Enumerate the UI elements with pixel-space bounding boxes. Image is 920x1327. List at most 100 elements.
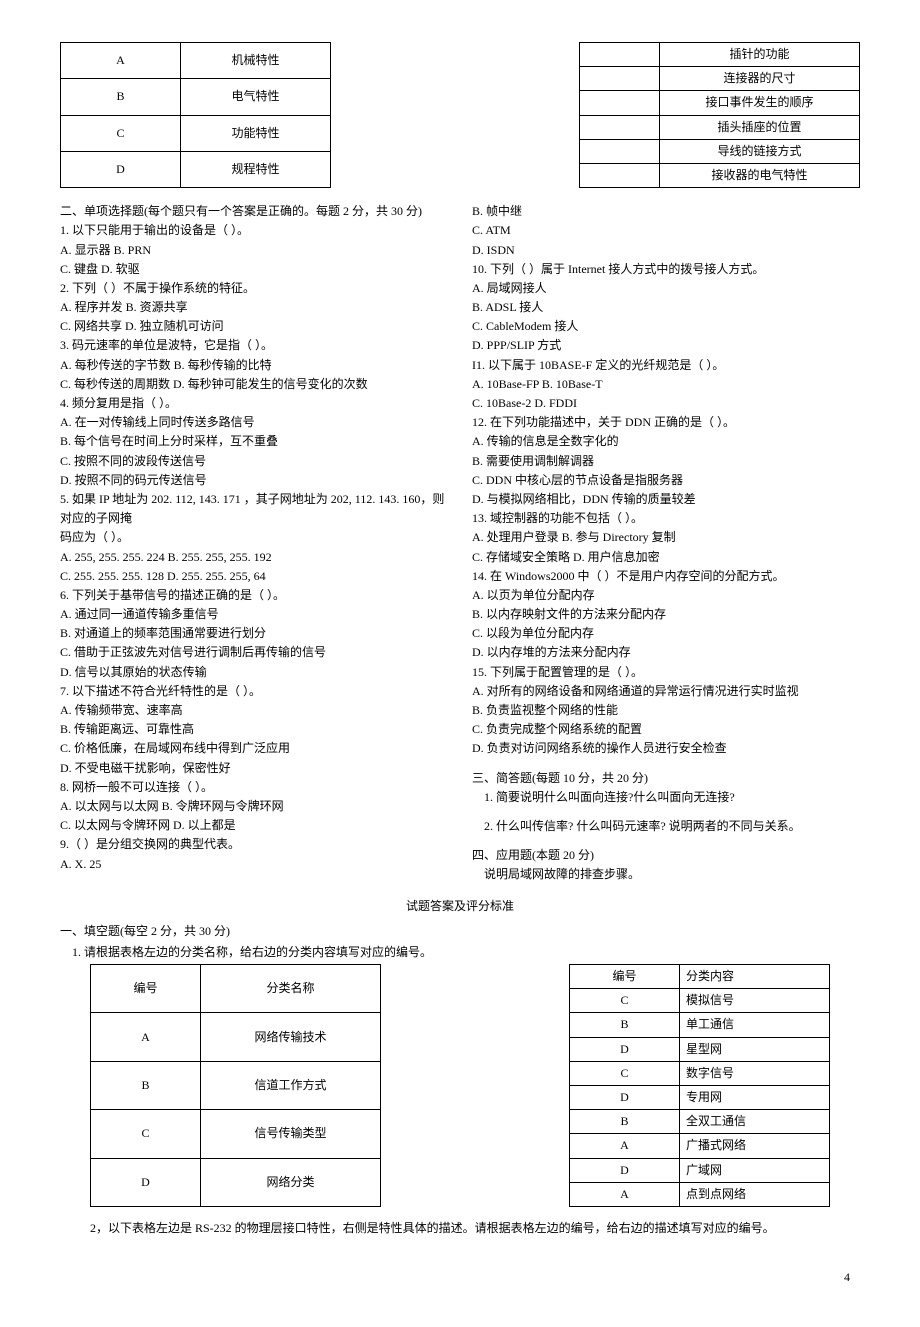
cell: A [570,1182,680,1206]
section-2-heading: 二、单项选择题(每个题只有一个答案是正确的。每题 2 分，共 30 分) [60,202,448,221]
cell: B [61,79,181,115]
cell: B [570,1110,680,1134]
top-feature-tables: A机械特性 B电气特性 C功能特性 D规程特性 插针的功能 连接器的尺寸 接口事… [60,40,860,190]
sec4-q: 说明局域网故障的排查步骤。 [472,865,860,884]
q5-opts: A. 255, 255. 255. 224 B. 255. 255, 255. … [60,548,448,567]
q10-opts: C. CableModem 接人 [472,317,860,336]
cell: D [91,1158,201,1206]
q5-opts: C. 255. 255. 255. 128 D. 255. 255. 255, … [60,567,448,586]
cell: 模拟信号 [680,989,830,1013]
cell-blank [580,67,660,91]
cell-blank [580,163,660,187]
cell: 规程特性 [181,151,331,187]
q4-opts: D. 按照不同的码元传送信号 [60,471,448,490]
answers-header: 试题答案及评分标准 [60,897,860,916]
th: 编号 [570,965,680,989]
sec3-q2: 2. 什么叫传信率? 什么叫码元速率? 说明两者的不同与关系。 [472,817,860,836]
section-4-heading: 四、应用题(本题 20 分) [472,846,860,865]
q9-opts: A. X. 25 [60,855,448,874]
cell: 连接器的尺寸 [660,67,860,91]
q3-opts: C. 每秒传送的周期数 D. 每秒钟可能发生的信号变化的次数 [60,375,448,394]
cell: 网络分类 [201,1158,381,1206]
cell-blank [580,43,660,67]
cell: 专用网 [680,1086,830,1110]
cell: 全双工通信 [680,1110,830,1134]
q15-opts: A. 对所有的网络设备和网络通道的异常运行情况进行实时监视 [472,682,860,701]
cell: A [91,1013,201,1061]
cell: A [570,1134,680,1158]
q4-opts: A. 在一对传输线上同时传送多路信号 [60,413,448,432]
cell: 导线的链接方式 [660,139,860,163]
q15-opts: B. 负责监视整个网络的性能 [472,701,860,720]
q8-opts: A. 以太网与以太网 B. 令牌环网与令牌环网 [60,797,448,816]
q3-opts: A. 每秒传送的字节数 B. 每秒传输的比特 [60,356,448,375]
cell: D [61,151,181,187]
q6-opts: D. 信号以其原始的状态传输 [60,663,448,682]
th: 分类内容 [680,965,830,989]
answers-sec2-intro: 2，以下表格左边是 RS-232 的物理层接口特性，右侧是特性具体的描述。请根据… [60,1219,860,1238]
q4: 4. 频分复用是指（ ）。 [60,394,448,413]
cell: 点到点网络 [680,1182,830,1206]
q11-opts: C. 10Base-2 D. FDDI [472,394,860,413]
cell-blank [580,91,660,115]
q7-opts: A. 传输频带宽、速率高 [60,701,448,720]
q2-opts: C. 网络共享 D. 独立随机可访问 [60,317,448,336]
q13-opts: A. 处理用户登录 B. 参与 Directory 复制 [472,528,860,547]
cell-blank [580,115,660,139]
q6-opts: B. 对通道上的频率范围通常要进行划分 [60,624,448,643]
cell: 接收器的电气特性 [660,163,860,187]
answer-right-table: 编号 分类内容 C模拟信号 B单工通信 D星型网 C数字信号 D专用网 B全双工… [569,964,830,1207]
q12: 12. 在下列功能描述中，关于 DDN 正确的是（ ）。 [472,413,860,432]
q5b: 码应为（ ）。 [60,528,448,547]
q1-opts: A. 显示器 B. PRN [60,241,448,260]
q14-opts: C. 以段为单位分配内存 [472,624,860,643]
q7: 7. 以下描述不符合光纤特性的是（ ）。 [60,682,448,701]
cell-blank [580,139,660,163]
top-left-table: A机械特性 B电气特性 C功能特性 D规程特性 [60,42,331,188]
answers-sec1-heading: 一、填空题(每空 2 分，共 30 分) [60,922,860,941]
q9-opts: B. 帧中继 [472,202,860,221]
q7-opts: B. 传输距离远、可靠性高 [60,720,448,739]
q7-opts: D. 不受电磁干扰影响，保密性好 [60,759,448,778]
sec3-q1: 1. 简要说明什么叫面向连接?什么叫面向无连接? [472,788,860,807]
q12-opts: A. 传输的信息是全数字化的 [472,432,860,451]
answer-left-table: 编号 分类名称 A网络传输技术 B信道工作方式 C信号传输类型 D网络分类 [90,964,381,1207]
q10: 10. 下列（ ）属于 Internet 接人方式中的拨号接人方式。 [472,260,860,279]
cell: A [61,43,181,79]
q4-opts: C. 按照不同的波段传送信号 [60,452,448,471]
q1: 1. 以下只能用于输出的设备是（ ）。 [60,221,448,240]
q13: 13. 域控制器的功能不包括（ ）。 [472,509,860,528]
q15: 15. 下列属于配置管理的是（ ）。 [472,663,860,682]
questions-two-column: 二、单项选择题(每个题只有一个答案是正确的。每题 2 分，共 30 分) 1. … [60,202,860,884]
q4-opts: B. 每个信号在时间上分时采样，互不重叠 [60,432,448,451]
q11: I1. 以下属于 10BASE-F 定义的光纤规范是（ ）。 [472,356,860,375]
q10-opts: B. ADSL 接人 [472,298,860,317]
q15-opts: C. 负责完成整个网络系统的配置 [472,720,860,739]
cell: B [570,1013,680,1037]
q11-opts: A. 10Base-FP B. 10Base-T [472,375,860,394]
cell: C [570,989,680,1013]
q1-opts: C. 键盘 D. 软驱 [60,260,448,279]
page-number: 4 [60,1238,860,1287]
q8: 8. 网桥一般不可以连接（ ）。 [60,778,448,797]
cell: D [570,1037,680,1061]
cell: 插头插座的位置 [660,115,860,139]
q10-opts: D. PPP/SLIP 方式 [472,336,860,355]
q6-opts: C. 借助于正弦波先对信号进行调制后再传输的信号 [60,643,448,662]
q2: 2. 下列（ ）不属于操作系统的特征。 [60,279,448,298]
q15-opts: D. 负责对访问网络系统的操作人员进行安全检查 [472,739,860,758]
cell: 单工通信 [680,1013,830,1037]
answer-tables: 编号 分类名称 A网络传输技术 B信道工作方式 C信号传输类型 D网络分类 编号… [60,962,860,1209]
th: 分类名称 [201,965,381,1013]
q12-opts: B. 需要使用调制解调器 [472,452,860,471]
top-right-table: 插针的功能 连接器的尺寸 接口事件发生的顺序 插头插座的位置 导线的链接方式 接… [579,42,860,188]
cell: 信道工作方式 [201,1061,381,1109]
q14-opts: B. 以内存映射文件的方法来分配内存 [472,605,860,624]
cell: 电气特性 [181,79,331,115]
section-3-heading: 三、简答题(每题 10 分，共 20 分) [472,769,860,788]
q9-opts: D. ISDN [472,241,860,260]
q8-opts: C. 以太网与令牌环网 D. 以上都是 [60,816,448,835]
cell: 信号传输类型 [201,1110,381,1158]
cell: 星型网 [680,1037,830,1061]
q9: 9.（ ）是分组交换网的典型代表。 [60,835,448,854]
